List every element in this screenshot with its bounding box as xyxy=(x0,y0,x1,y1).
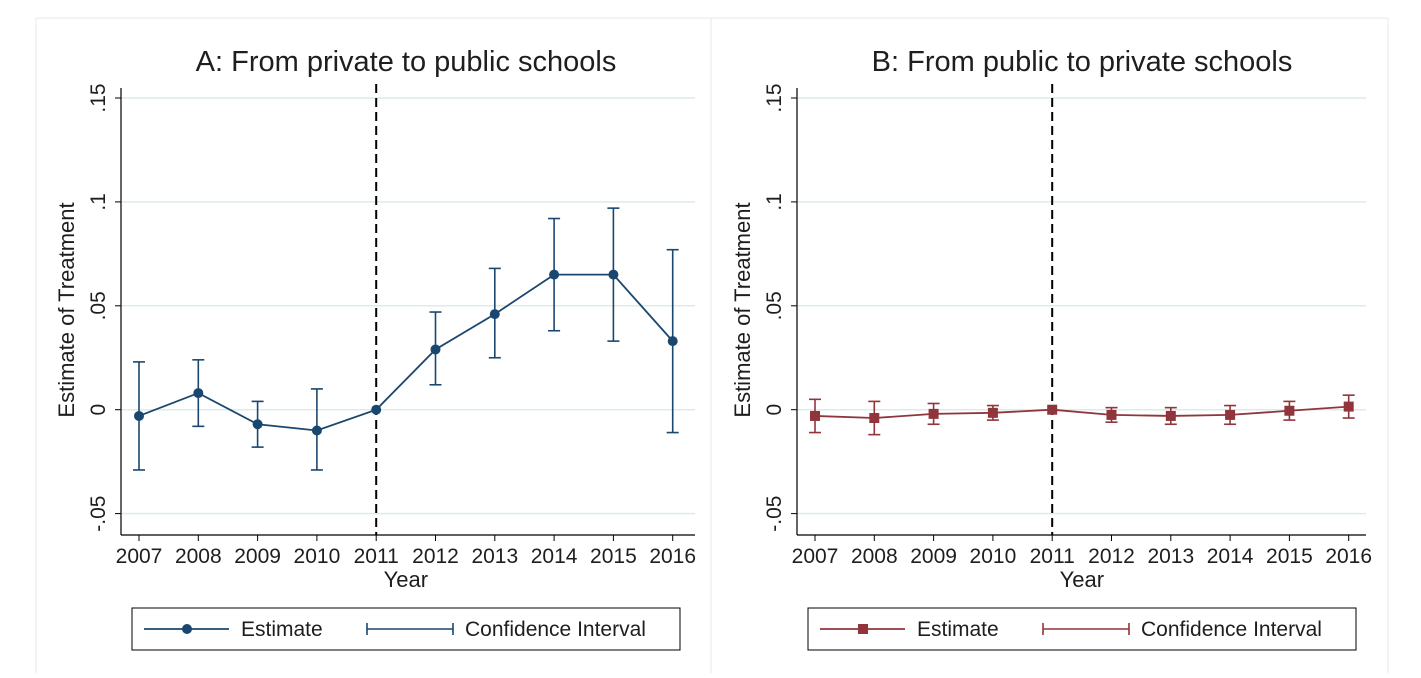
legend: Estimate Confidence Interval xyxy=(807,607,1357,651)
y-tick-label: 0 xyxy=(87,404,110,416)
estimate-point xyxy=(608,269,619,280)
estimate-point xyxy=(311,425,322,436)
estimate-point xyxy=(928,408,939,419)
x-tick-label: 2011 xyxy=(1030,545,1075,568)
y-tick-label: -.05 xyxy=(763,496,786,532)
x-tick-label: 2009 xyxy=(234,545,281,568)
y-tick-label: 0 xyxy=(763,404,786,416)
estimate-point xyxy=(1047,404,1058,415)
x-tick-label: 2016 xyxy=(649,545,696,568)
y-tick-label: -.05 xyxy=(87,496,110,532)
estimate-point xyxy=(134,410,144,421)
y-tick-label: .05 xyxy=(87,291,110,320)
legend-estimate-marker xyxy=(182,624,192,634)
estimate-point xyxy=(667,336,678,347)
legend-estimate-label: Estimate xyxy=(917,618,999,641)
estimate-point xyxy=(489,309,500,320)
estimate-point xyxy=(252,419,263,430)
x-tick-label: 2010 xyxy=(970,545,1017,568)
x-tick-label: 2009 xyxy=(910,545,957,568)
estimate-point xyxy=(1106,409,1117,420)
legend-ci-label: Confidence Interval xyxy=(1141,618,1322,641)
estimate-point xyxy=(371,404,382,415)
y-axis-label: Estimate of Treatment xyxy=(730,202,755,417)
estimate-point xyxy=(810,410,820,421)
chart-title: B: From public to private schools xyxy=(872,46,1293,78)
x-tick-label: 2011 xyxy=(354,545,399,568)
x-tick-label: 2008 xyxy=(175,545,222,568)
legend-ci-label: Confidence Interval xyxy=(465,618,646,641)
estimate-point xyxy=(1225,409,1236,420)
estimate-point xyxy=(430,344,441,355)
estimate-point xyxy=(987,407,998,418)
y-tick-label: .05 xyxy=(763,291,786,320)
x-axis-label: Year xyxy=(384,567,428,592)
legend-estimate-marker xyxy=(858,624,868,634)
x-tick-label: 2013 xyxy=(1147,545,1194,568)
x-tick-label: 2015 xyxy=(590,545,637,568)
x-tick-label: 2013 xyxy=(471,545,518,568)
estimate-point xyxy=(1284,405,1295,416)
estimate-line xyxy=(138,273,674,432)
x-tick-label: 2012 xyxy=(1088,545,1135,568)
x-tick-label: 2014 xyxy=(1207,545,1254,568)
chart-title: A: From private to public schools xyxy=(196,46,617,78)
estimate-line xyxy=(814,405,1349,419)
chart-panel-2: B: From public to private schools -.05 0 .0… xyxy=(730,46,1372,651)
estimate-point xyxy=(869,413,880,424)
estimate-point xyxy=(1165,410,1176,421)
x-tick-label: 2012 xyxy=(412,545,459,568)
estimate-point xyxy=(1343,401,1354,412)
y-axis-label: Estimate of Treatment xyxy=(54,202,79,417)
chart-panel-1: A: From private to public schools -.05 0 .0… xyxy=(54,46,696,651)
x-tick-label: 2015 xyxy=(1266,545,1313,568)
x-tick-label: 2016 xyxy=(1325,545,1372,568)
y-tick-label: .1 xyxy=(763,193,786,211)
x-axis-label: Year xyxy=(1060,567,1104,592)
estimate-point xyxy=(549,269,560,280)
x-tick-label: 2007 xyxy=(792,545,839,568)
y-tick-label: .15 xyxy=(87,83,110,112)
x-tick-label: 2014 xyxy=(531,545,578,568)
x-tick-label: 2007 xyxy=(116,545,163,568)
legend: Estimate Confidence Interval xyxy=(131,607,681,651)
legend-estimate-label: Estimate xyxy=(241,618,323,641)
estimate-point xyxy=(193,388,204,399)
x-tick-label: 2010 xyxy=(294,545,341,568)
x-tick-label: 2008 xyxy=(851,545,898,568)
y-tick-label: .15 xyxy=(763,83,786,112)
y-tick-label: .1 xyxy=(87,193,110,211)
